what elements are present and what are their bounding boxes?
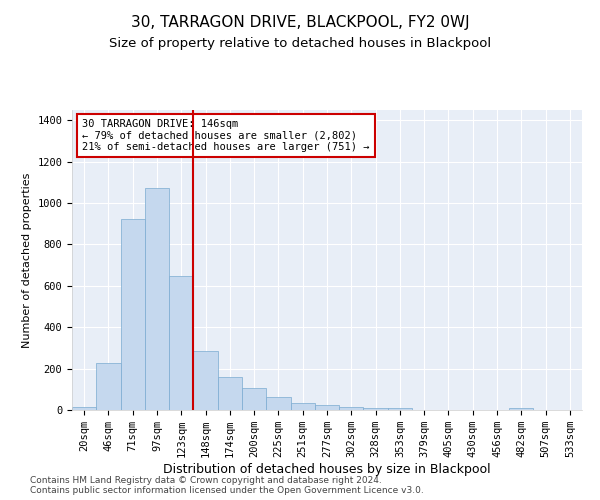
Bar: [242, 388, 266, 410]
Bar: [509, 408, 533, 410]
Bar: [96, 364, 121, 410]
Bar: [145, 188, 169, 410]
X-axis label: Distribution of detached houses by size in Blackpool: Distribution of detached houses by size …: [163, 463, 491, 476]
Text: Size of property relative to detached houses in Blackpool: Size of property relative to detached ho…: [109, 38, 491, 51]
Bar: [315, 405, 339, 410]
Text: Contains HM Land Registry data © Crown copyright and database right 2024.
Contai: Contains HM Land Registry data © Crown c…: [30, 476, 424, 495]
Bar: [169, 276, 193, 410]
Y-axis label: Number of detached properties: Number of detached properties: [22, 172, 32, 348]
Bar: [72, 407, 96, 410]
Bar: [388, 408, 412, 410]
Bar: [266, 396, 290, 410]
Bar: [193, 351, 218, 410]
Text: 30 TARRAGON DRIVE: 146sqm
← 79% of detached houses are smaller (2,802)
21% of se: 30 TARRAGON DRIVE: 146sqm ← 79% of detac…: [82, 119, 370, 152]
Bar: [218, 377, 242, 410]
Text: 30, TARRAGON DRIVE, BLACKPOOL, FY2 0WJ: 30, TARRAGON DRIVE, BLACKPOOL, FY2 0WJ: [131, 15, 469, 30]
Bar: [121, 218, 145, 410]
Bar: [364, 408, 388, 410]
Bar: [290, 403, 315, 410]
Bar: [339, 407, 364, 410]
